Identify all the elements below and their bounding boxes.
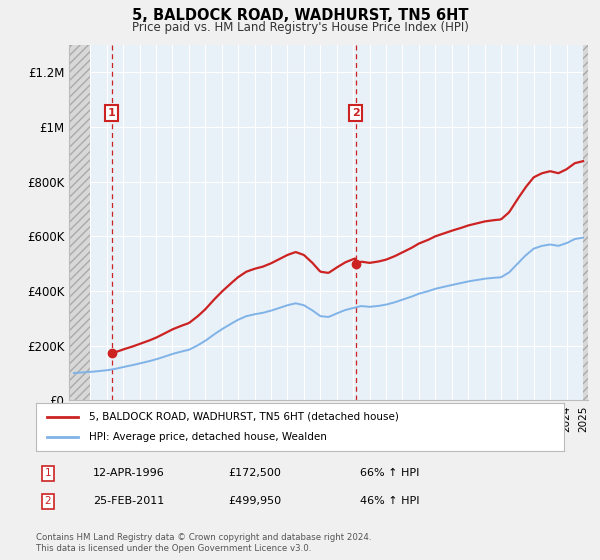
Text: HPI: Average price, detached house, Wealden: HPI: Average price, detached house, Weal… — [89, 432, 326, 442]
Bar — [583, 45, 588, 400]
Text: 25-FEB-2011: 25-FEB-2011 — [93, 496, 164, 506]
5, BALDOCK ROAD, WADHURST, TN5 6HT (detached house) — [295, 250, 302, 256]
Text: £172,500: £172,500 — [228, 468, 281, 478]
Text: 2: 2 — [44, 496, 52, 506]
HPI: Average price, detached house, Wealden: (2.01e+03, 3.47e+05): Average price, detached house, Wealden: … — [301, 302, 308, 309]
Text: £499,950: £499,950 — [228, 496, 281, 506]
5, BALDOCK ROAD, WADHURST, TN5 6HT (detached house) — [404, 246, 412, 253]
Text: Price paid vs. HM Land Registry's House Price Index (HPI): Price paid vs. HM Land Registry's House … — [131, 21, 469, 34]
Text: 12-APR-1996: 12-APR-1996 — [93, 468, 165, 478]
Text: Contains HM Land Registry data © Crown copyright and database right 2024.
This d: Contains HM Land Registry data © Crown c… — [36, 533, 371, 553]
5, BALDOCK ROAD, WADHURST, TN5 6HT (detached house) — [448, 227, 455, 234]
Text: 1: 1 — [107, 108, 115, 118]
Text: 1: 1 — [44, 468, 52, 478]
Text: 66% ↑ HPI: 66% ↑ HPI — [360, 468, 419, 478]
HPI: Average price, detached house, Wealden: (2e+03, 1.6e+05): Average price, detached house, Wealden: … — [160, 353, 167, 360]
Text: 46% ↑ HPI: 46% ↑ HPI — [360, 496, 419, 506]
HPI: Average price, detached house, Wealden: (2.01e+03, 3.44e+05): Average price, detached house, Wealden: … — [370, 303, 377, 310]
Text: 5, BALDOCK ROAD, WADHURST, TN5 6HT: 5, BALDOCK ROAD, WADHURST, TN5 6HT — [132, 8, 468, 24]
Line: HPI: Average price, detached house, Wealden: HPI: Average price, detached house, Weal… — [74, 237, 583, 373]
HPI: Average price, detached house, Wealden: (2.02e+03, 5.95e+05): Average price, detached house, Wealden: … — [580, 234, 587, 241]
5, BALDOCK ROAD, WADHURST, TN5 6HT (detached house) — [164, 328, 172, 335]
HPI: Average price, detached house, Wealden: (2e+03, 2.17e+05): Average price, detached house, Wealden: … — [201, 338, 208, 344]
5, BALDOCK ROAD, WADHURST, TN5 6HT (detached house) — [262, 262, 269, 269]
HPI: Average price, detached house, Wealden: (2.01e+03, 3.83e+05): Average price, detached house, Wealden: … — [410, 292, 418, 299]
5, BALDOCK ROAD, WADHURST, TN5 6HT (detached house) — [580, 158, 587, 165]
Line: 5, BALDOCK ROAD, WADHURST, TN5 6HT (detached house): 5, BALDOCK ROAD, WADHURST, TN5 6HT (deta… — [112, 161, 583, 353]
HPI: Average price, detached house, Wealden: (2.02e+03, 4.26e+05): Average price, detached house, Wealden: … — [454, 281, 461, 287]
5, BALDOCK ROAD, WADHURST, TN5 6HT (detached house) — [451, 227, 458, 234]
Bar — [69, 45, 91, 400]
5, BALDOCK ROAD, WADHURST, TN5 6HT (detached house) — [108, 350, 115, 357]
Text: 2: 2 — [352, 108, 359, 118]
HPI: Average price, detached house, Wealden: (1.99e+03, 1e+05): Average price, detached house, Wealden: … — [70, 370, 77, 376]
Text: 5, BALDOCK ROAD, WADHURST, TN5 6HT (detached house): 5, BALDOCK ROAD, WADHURST, TN5 6HT (deta… — [89, 412, 398, 422]
